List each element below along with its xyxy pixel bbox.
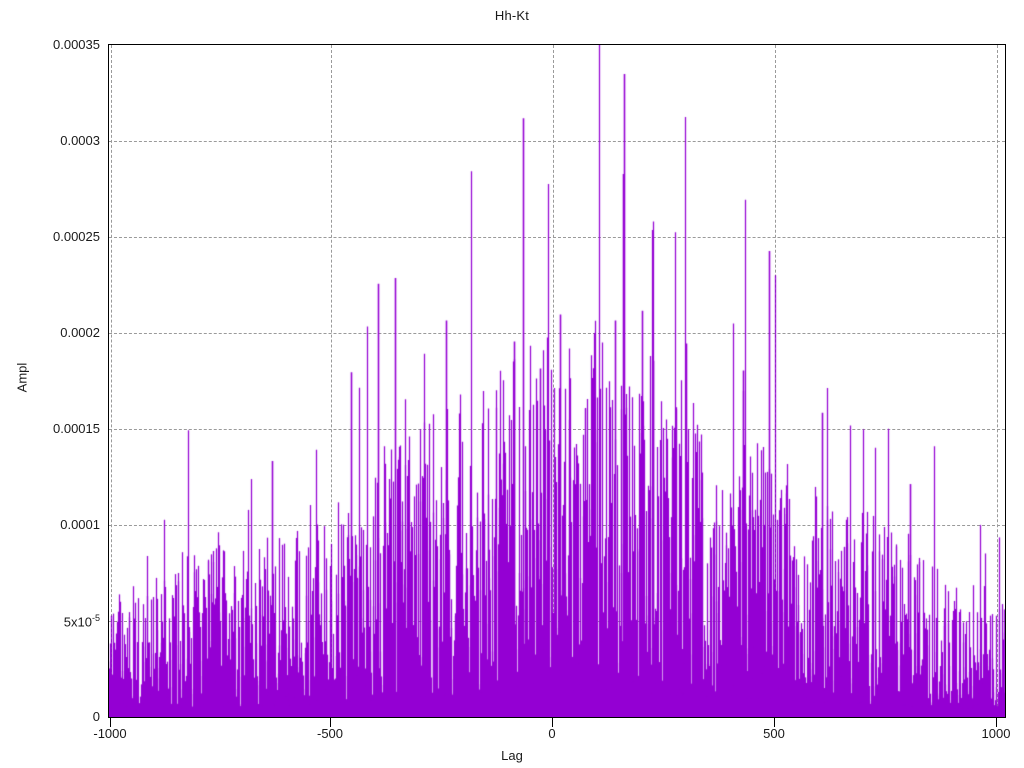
x-tick-label-500: 500 <box>763 726 785 741</box>
y-tick-label-0-0003: 0.0003 <box>60 133 100 148</box>
x-tickmark--1000 <box>110 718 111 727</box>
y-tick-label-0-0001: 0.0001 <box>60 517 100 532</box>
x-tickmark-0 <box>552 718 553 727</box>
x-tickmark-1000 <box>996 718 997 727</box>
x-tick-label--1000: -1000 <box>93 726 127 741</box>
x-tickmark--500 <box>330 718 331 727</box>
x-tick-label--500: -500 <box>316 726 344 741</box>
x-tick-label-0: 0 <box>548 726 556 741</box>
y-tick-label-0-0002: 0.0002 <box>60 325 100 340</box>
x-tick-label-1000: 1000 <box>981 726 1011 741</box>
x-tickmark-500 <box>774 718 775 727</box>
y-tick-label-0-00015: 0.00015 <box>53 421 100 436</box>
y-axis-title: Ampl <box>14 362 30 393</box>
plot-area <box>108 44 1006 718</box>
y-tick-label-0-00025: 0.00025 <box>53 229 100 244</box>
y-tick-label-5e-5: 5x10-5 <box>0 613 100 629</box>
y-tick-5e-5-exponent: -5 <box>91 613 100 623</box>
chart-title: Hh-Kt <box>494 8 530 23</box>
y-tick-label-0-00035: 0.00035 <box>53 37 100 52</box>
y-tick-5e-5-base: 5x10 <box>63 614 92 630</box>
x-axis-title: Lag <box>501 748 523 763</box>
y-tick-label-0: 0 <box>92 709 100 724</box>
impulse-series-canvas <box>109 45 1005 717</box>
